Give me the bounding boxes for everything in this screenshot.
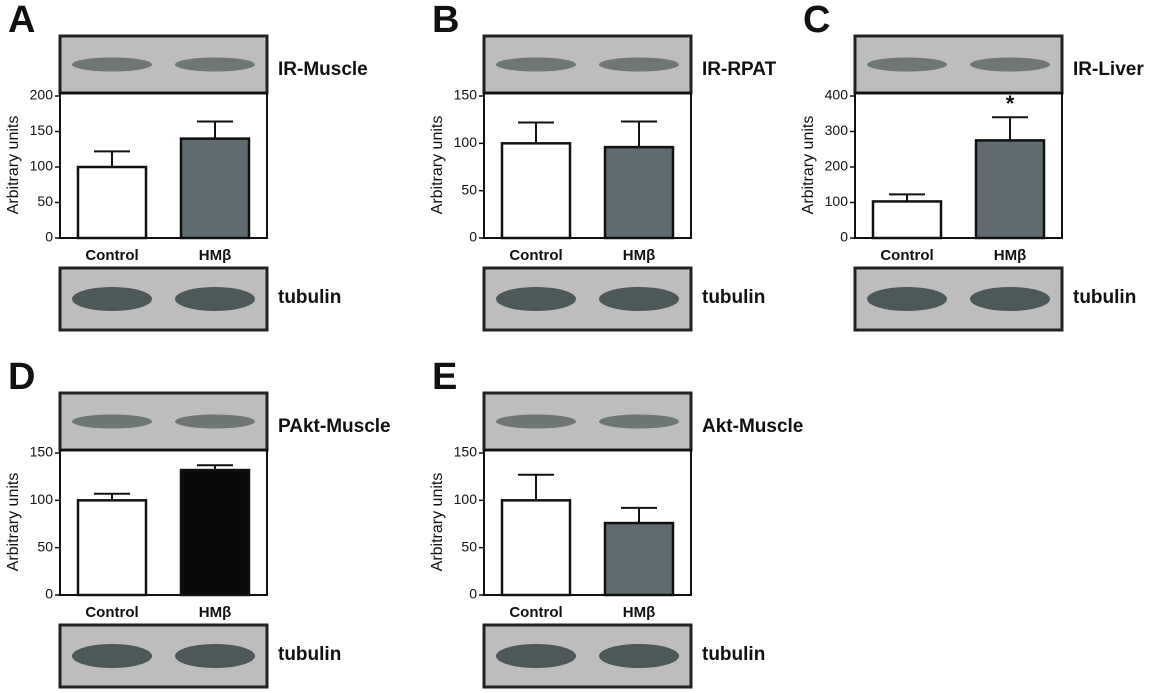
bar (179, 468, 251, 597)
y-tick-label: 100 (30, 158, 54, 174)
blot-band (970, 287, 1050, 311)
y-axis-label: Arbitrary units (429, 473, 446, 572)
x-tick-label: HMβ (623, 247, 655, 264)
panel-letter: A (8, 0, 35, 41)
significance-mark: * (1006, 91, 1015, 116)
x-tick-label: HMβ (994, 247, 1026, 264)
y-tick-label: 50 (37, 538, 53, 554)
y-tick-label: 150 (30, 122, 54, 138)
bar (179, 137, 251, 240)
bar (603, 145, 675, 240)
y-tick-label: 100 (825, 193, 849, 209)
y-tick-label: 300 (825, 122, 849, 138)
panel-letter: C (803, 0, 830, 41)
blot-band (175, 57, 255, 72)
blot-band (867, 57, 947, 72)
blot-band (970, 57, 1050, 72)
y-tick-label: 50 (461, 181, 477, 197)
y-tick-label: 100 (30, 491, 54, 507)
y-axis-label: Arbitrary units (5, 116, 22, 215)
y-tick-label: 0 (469, 586, 477, 602)
y-tick-label: 150 (454, 87, 478, 103)
y-tick-label: 50 (461, 538, 477, 554)
blot-band (175, 287, 255, 311)
panel-letter: D (8, 356, 35, 398)
x-tick-label: HMβ (199, 247, 231, 264)
bar (871, 200, 943, 240)
y-tick-label: 0 (45, 229, 53, 245)
blot-band (72, 644, 152, 668)
y-tick-label: 200 (825, 158, 849, 174)
blot-band (496, 644, 576, 668)
blot-band (72, 57, 152, 72)
loading-label: tubulin (278, 287, 341, 308)
y-tick-label: 400 (825, 87, 849, 103)
panel-letter: B (432, 0, 459, 41)
bar (500, 499, 572, 597)
plot-frame (59, 92, 268, 239)
x-tick-label: Control (85, 604, 138, 621)
blot-band (496, 57, 576, 72)
plot-frame (854, 92, 1063, 239)
y-axis-label: Arbitrary units (5, 473, 22, 572)
x-tick-label: Control (85, 247, 138, 264)
y-tick-label: 50 (37, 193, 53, 209)
loading-label: tubulin (1073, 287, 1136, 308)
y-tick-label: 100 (454, 491, 478, 507)
blot-band (72, 414, 152, 429)
x-tick-label: Control (509, 247, 562, 264)
blot-band (867, 287, 947, 311)
y-tick-label: 150 (30, 444, 54, 460)
loading-label: tubulin (702, 644, 765, 665)
bar (76, 165, 148, 240)
blot-band (496, 414, 576, 429)
x-tick-label: HMβ (623, 604, 655, 621)
plot-frame (483, 92, 692, 239)
y-axis-label: Arbitrary units (800, 116, 817, 215)
blot-label: IR-Muscle (278, 59, 368, 80)
x-tick-label: Control (509, 604, 562, 621)
panel-letter: E (432, 356, 457, 398)
blot-band (175, 644, 255, 668)
y-tick-label: 150 (454, 444, 478, 460)
blot-label: IR-Liver (1073, 59, 1144, 80)
blot-label: Akt-Muscle (702, 416, 803, 437)
plot-frame (483, 449, 692, 596)
y-tick-label: 100 (454, 134, 478, 150)
blot-band (599, 57, 679, 72)
blot-band (599, 414, 679, 429)
bar (500, 142, 572, 240)
blot-band (599, 644, 679, 668)
x-tick-label: Control (880, 247, 933, 264)
y-tick-label: 200 (30, 87, 54, 103)
y-tick-label: 0 (840, 229, 848, 245)
bar (974, 139, 1046, 240)
bar (76, 499, 148, 597)
plot-frame (59, 449, 268, 596)
blot-label: IR-RPAT (702, 59, 777, 80)
loading-label: tubulin (702, 287, 765, 308)
x-tick-label: HMβ (199, 604, 231, 621)
blot-band (175, 414, 255, 429)
blot-label: PAkt-Muscle (278, 416, 391, 437)
blot-band (72, 287, 152, 311)
blot-band (496, 287, 576, 311)
blot-band (599, 287, 679, 311)
y-axis-label: Arbitrary units (429, 116, 446, 215)
y-tick-label: 0 (45, 586, 53, 602)
loading-label: tubulin (278, 644, 341, 665)
bar (603, 521, 675, 597)
y-tick-label: 0 (469, 229, 477, 245)
